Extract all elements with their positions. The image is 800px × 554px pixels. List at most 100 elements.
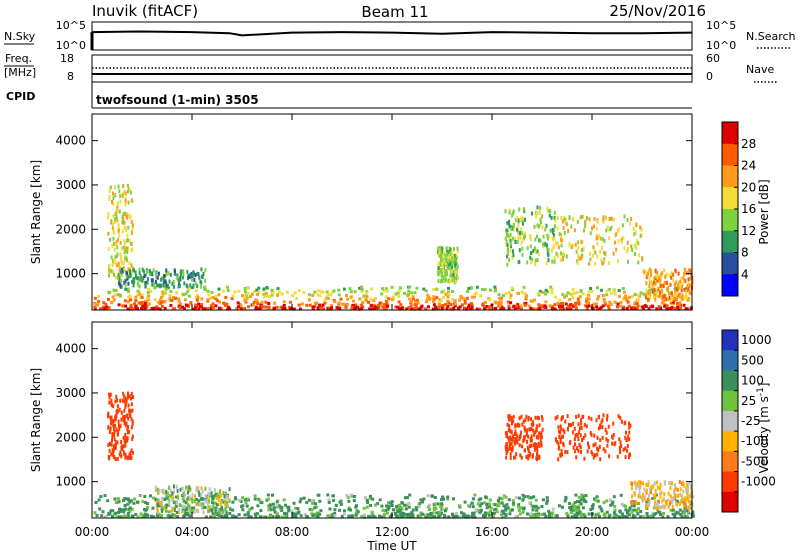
vel-data-point — [157, 504, 161, 508]
power-data-point — [254, 307, 258, 311]
power-data-point — [689, 268, 692, 273]
power-data-point — [444, 253, 447, 258]
power-data-point — [545, 223, 548, 228]
vel-data-point — [635, 486, 638, 491]
power-data-point — [637, 241, 640, 246]
power-data-point — [634, 252, 636, 257]
vel-data-point — [220, 498, 224, 502]
power-data-point — [432, 303, 436, 307]
vel-data-point — [528, 427, 531, 432]
vel-data-point — [676, 487, 679, 492]
vel-data-point — [573, 504, 577, 508]
velocity-colorbar-swatch — [722, 431, 738, 452]
power-data-point — [582, 246, 585, 251]
vel-data-point — [150, 514, 154, 518]
nave-right-label: Nave — [746, 63, 774, 76]
vel-data-point — [176, 515, 180, 519]
power-data-point — [510, 286, 514, 290]
velocity-colorbar-swatch — [722, 410, 738, 432]
power-data-point — [668, 273, 671, 278]
power-data-point — [237, 305, 240, 309]
vel-data-point — [686, 492, 689, 497]
vel-data-point — [111, 431, 114, 436]
power-colorbar-label: 28 — [741, 137, 756, 151]
power-data-point — [553, 224, 556, 229]
power-data-point — [547, 234, 550, 239]
power-data-point — [446, 295, 450, 299]
vel-data-point — [559, 437, 562, 442]
vel-data-point — [540, 505, 544, 508]
vel-data-point — [594, 513, 598, 517]
vel-data-point — [254, 515, 258, 519]
power-data-point — [185, 304, 189, 307]
vel-data-point — [123, 408, 126, 413]
vel-data-point — [193, 499, 196, 504]
vel-data-point — [587, 441, 589, 446]
power-data-point — [96, 302, 100, 306]
power-data-point — [184, 292, 188, 296]
power-data-point — [360, 307, 364, 311]
power-data-point — [553, 236, 556, 241]
vel-data-point — [241, 496, 245, 500]
vel-data-point — [505, 434, 508, 439]
power-data-point — [609, 227, 612, 232]
power-data-point — [523, 234, 526, 239]
power-data-point — [493, 285, 497, 289]
x-tick-label: 00:00 — [75, 525, 110, 539]
power-data-point — [246, 286, 250, 290]
vel-data-point — [155, 502, 158, 507]
vel-data-point — [678, 479, 681, 484]
vel-data-point — [436, 502, 440, 506]
power-data-point — [587, 304, 591, 308]
power-data-point — [534, 237, 537, 242]
power-data-point — [169, 272, 172, 277]
vel-data-point — [529, 438, 532, 443]
vel-data-point — [572, 445, 575, 450]
power-data-point — [307, 298, 311, 302]
vel-data-point — [188, 504, 191, 509]
power-data-point — [664, 275, 667, 280]
vel-data-point — [534, 442, 536, 447]
power-data-point — [124, 191, 127, 196]
vel-data-point — [569, 511, 573, 514]
power-data-point — [514, 240, 517, 244]
power-data-point — [133, 268, 135, 273]
power-data-point — [499, 307, 503, 311]
vel-data-point — [157, 487, 159, 492]
vel-data-point — [229, 507, 232, 511]
power-data-point — [492, 307, 496, 311]
vel-data-point — [438, 511, 442, 515]
y-tick-label: 2000 — [55, 430, 86, 444]
vel-data-point — [580, 497, 584, 501]
nsky-left-tick-bottom: 10^0 — [56, 39, 86, 52]
power-data-point — [670, 271, 673, 276]
power-data-point — [113, 247, 116, 252]
power-data-point — [386, 304, 390, 308]
power-data-point — [599, 236, 602, 241]
vel-data-point — [126, 438, 129, 443]
power-data-point — [126, 246, 129, 251]
power-data-point — [686, 297, 689, 302]
power-data-point — [162, 277, 165, 282]
x-tick-label: 20:00 — [575, 525, 610, 539]
vel-data-point — [122, 444, 125, 449]
vel-data-point — [131, 450, 134, 455]
power-data-point — [547, 236, 549, 241]
power-data-point — [130, 220, 133, 224]
power-data-point — [329, 304, 333, 307]
vel-data-point — [522, 506, 526, 510]
power-data-point — [598, 234, 600, 239]
vel-data-point — [518, 496, 521, 500]
vel-data-point — [353, 495, 357, 498]
vel-data-point — [188, 514, 192, 518]
power-data-point — [573, 228, 576, 233]
vel-data-point — [188, 508, 191, 513]
vel-data-point — [127, 425, 129, 429]
vel-data-point — [161, 502, 163, 507]
power-data-point — [130, 270, 133, 275]
power-data-point — [163, 306, 167, 310]
power-data-point — [622, 305, 626, 309]
power-data-point — [683, 287, 686, 292]
power-data-point — [562, 252, 565, 257]
vel-data-point — [508, 438, 511, 443]
